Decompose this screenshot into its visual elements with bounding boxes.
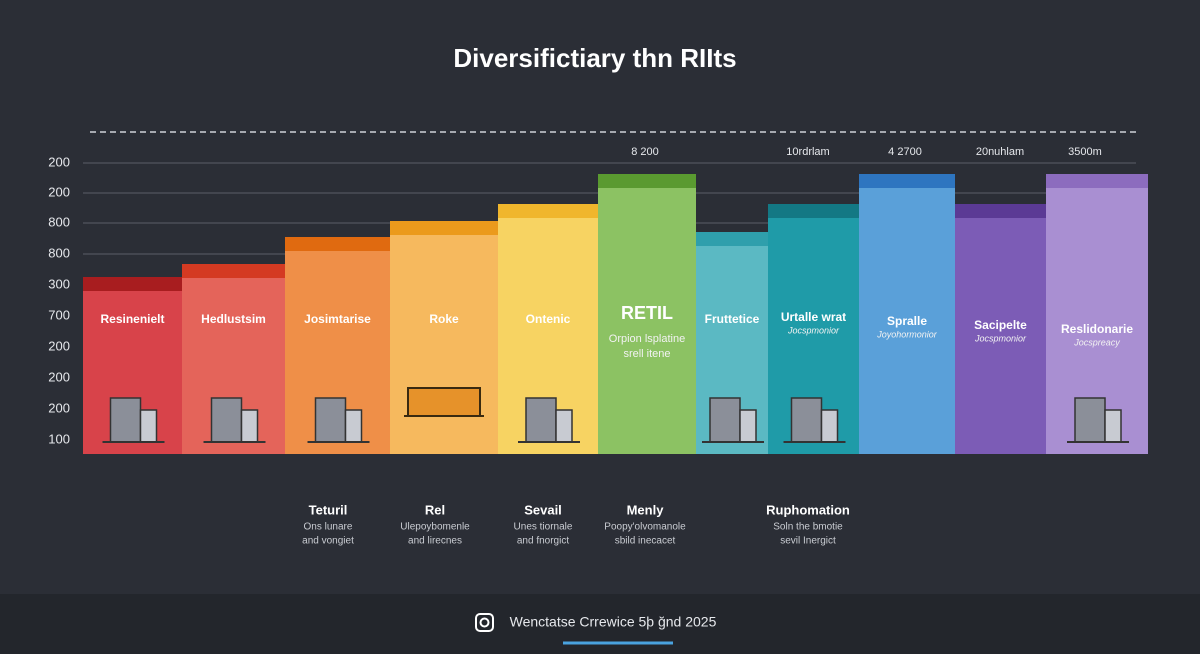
footer-text: Wenctatse Crrewice 5þ ğnd 2025 [510, 614, 717, 630]
bar [598, 174, 696, 454]
caption-line: sevil Inergict [780, 536, 836, 547]
bar-label: Roke [429, 312, 459, 326]
instagram-icon [475, 613, 494, 632]
bar-sublabel: Jocspmonior [787, 325, 840, 335]
y-axis-label: 300 [48, 276, 70, 291]
building-icon [555, 409, 573, 443]
bar [955, 204, 1046, 454]
bar-label: Fruttetice [705, 312, 760, 326]
bar-top-band [390, 221, 498, 235]
top-label: 3500m [1068, 146, 1102, 158]
y-axis-label: 200 [48, 338, 70, 353]
bar-sublabel: Orpion lsplatine [609, 333, 685, 345]
y-axis-label: 800 [48, 245, 70, 260]
top-label: 10rdrlam [786, 146, 829, 158]
y-axis-label: 200 [48, 400, 70, 415]
bar-top-band [498, 204, 598, 218]
bar-label: Urtalle wrat [781, 310, 846, 324]
bar-top-band [955, 204, 1046, 218]
warehouse-icon [407, 387, 481, 417]
top-label: 4 2700 [888, 146, 922, 158]
y-axis-label: 200 [48, 369, 70, 384]
caption-line: Ons lunare [304, 522, 353, 533]
bar-label: Sacipelte [974, 318, 1027, 332]
caption-title: Rel [425, 502, 445, 517]
building-icon [344, 409, 363, 443]
caption-title: Ruphomation [766, 502, 850, 517]
caption-title: Sevail [524, 502, 562, 517]
building-icon [139, 409, 158, 443]
caption-line: sbild inecacet [615, 536, 676, 547]
caption-title: Teturil [309, 502, 348, 517]
building-icon [109, 397, 142, 443]
building-icon [1104, 409, 1122, 443]
y-axis-label: 200 [48, 154, 70, 169]
bar-sublabel: Jocspmonior [974, 333, 1027, 343]
bar-label: Resinenielt [100, 312, 164, 326]
bar-top-band [598, 174, 696, 188]
building-icon [739, 409, 757, 443]
bar-top-band [83, 277, 182, 291]
building-icon [525, 397, 557, 443]
bar-label: Ontenic [526, 312, 571, 326]
building-icon [240, 409, 259, 443]
bar-sublabel: Jocspreacy [1073, 337, 1120, 347]
building-icon [1074, 397, 1106, 443]
bar [859, 174, 955, 454]
bar-label: RETIL [621, 303, 673, 323]
caption-title: Menly [627, 502, 665, 517]
caption-line: and lirecnes [408, 536, 462, 547]
building-icon [820, 409, 839, 443]
bar-top-band [768, 204, 859, 218]
caption-line: and vongiet [302, 536, 354, 547]
title: Diversifictiary thn RIIts [453, 43, 736, 73]
y-axis-label: 100 [48, 431, 70, 446]
bar-top-band [859, 174, 955, 188]
bar-label: Josimtarise [304, 312, 371, 326]
y-axis-label: 200 [48, 184, 70, 199]
building-icon [790, 397, 823, 443]
bar-label: Hedlustsim [201, 312, 266, 326]
bar-top-band [182, 264, 285, 278]
y-axis-label: 800 [48, 214, 70, 229]
caption-line: Ulepoybomenle [400, 522, 470, 533]
bar-top-band [1046, 174, 1148, 188]
bar-top-band [696, 232, 768, 246]
bar [390, 221, 498, 454]
y-axis-label: 700 [48, 307, 70, 322]
caption-line: Poopy'olvomanole [604, 522, 686, 533]
bar-top-band [285, 237, 390, 251]
instagram-icon-lens [479, 617, 490, 628]
building-icon [709, 397, 741, 443]
building-icon [210, 397, 243, 443]
caption-line: Unes tiornale [514, 522, 573, 533]
top-label: 20nuhlam [976, 146, 1024, 158]
top-label: 8 200 [631, 146, 659, 158]
bar-sublabel: Joyohormonior [876, 329, 938, 339]
bar-sublabel: srell itene [623, 348, 670, 360]
bar-label: Reslidonarie [1061, 322, 1133, 336]
caption-line: and fnorgict [517, 536, 569, 547]
caption-line: Soln the bmotie [773, 522, 843, 533]
building-icon [314, 397, 347, 443]
bar-label: Spralle [887, 314, 927, 328]
